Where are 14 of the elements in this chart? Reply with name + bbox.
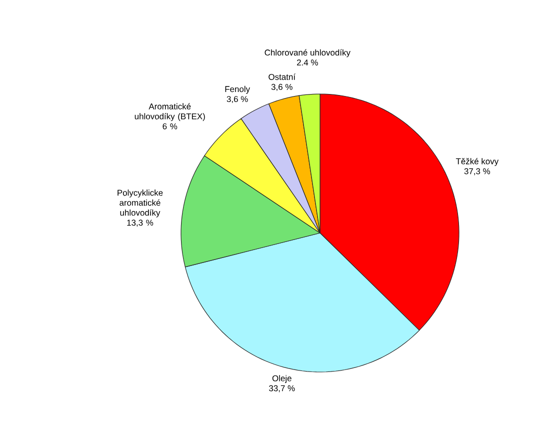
slice-label: Fenoly <box>225 86 250 94</box>
data-label: 13,3 % <box>127 220 154 227</box>
data-label: 6 % <box>162 123 178 130</box>
slice-label: Těžké kovy <box>456 158 499 166</box>
slice-label: Ostatní <box>268 74 296 80</box>
data-label: 3,6 % <box>226 96 248 104</box>
slice-label: Oleje <box>272 375 292 383</box>
slice-label: Chlorované uhlovodíky <box>264 49 350 58</box>
data-label: 3,6 % <box>271 84 292 91</box>
data-label: 37,3 % <box>464 168 490 176</box>
data-label: 33,7 % <box>269 385 295 392</box>
slice-label: Polycyklicke aromatické uhlovodíky <box>118 190 163 218</box>
data-label: 2.4 % <box>297 60 318 66</box>
slice-label: Aromatické uhlovodíky (BTEX) <box>134 103 205 122</box>
